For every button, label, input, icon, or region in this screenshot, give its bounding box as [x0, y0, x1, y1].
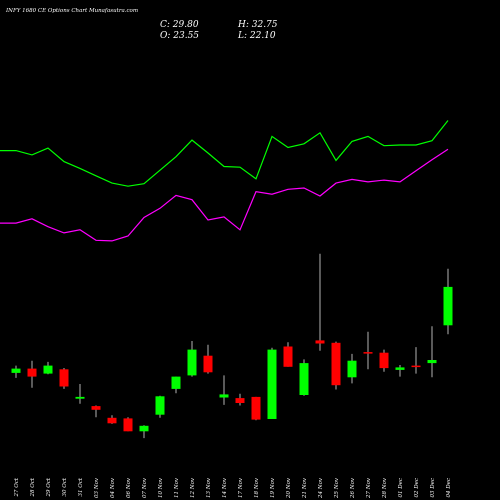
x-tick-label: 18 Nov [254, 477, 260, 498]
candle [299, 359, 309, 396]
candle-body [251, 396, 261, 420]
candle-body [203, 355, 213, 373]
candle [331, 341, 341, 390]
candle [203, 344, 213, 374]
candle [107, 415, 117, 424]
x-tick-label: 06 Nov [126, 477, 132, 498]
candle-body [411, 365, 421, 368]
candle [443, 268, 453, 335]
candle [59, 368, 69, 389]
candle-body [379, 352, 389, 369]
x-tick-label: 27 Oct [14, 477, 20, 497]
x-tick-label: 07 Nov [142, 477, 148, 498]
x-tick-label: 03 Nov [94, 477, 100, 498]
x-tick-label: 13 Nov [206, 477, 212, 498]
low-readout: L: 22.10 [238, 31, 276, 41]
candle [283, 342, 293, 367]
candle-body [59, 369, 69, 387]
candle-body [443, 286, 453, 326]
candle-body [43, 365, 53, 374]
x-tick-label: 31 Oct [78, 477, 84, 496]
candle-body [11, 368, 21, 373]
candle [27, 360, 37, 388]
candles [11, 253, 453, 439]
candle-body [107, 417, 117, 424]
candle [139, 425, 149, 439]
candle [315, 253, 325, 351]
upper-band-line [0, 120, 449, 187]
candle-body [315, 340, 325, 344]
candle-body [267, 349, 277, 419]
open-readout: O: 23.55 [160, 31, 200, 41]
candle [43, 361, 53, 375]
candle-body [155, 396, 165, 415]
candle [411, 347, 421, 374]
candle-body [171, 376, 181, 389]
candle-body [331, 342, 341, 386]
candle [187, 341, 197, 377]
candle-body [219, 394, 229, 398]
x-tick-label: 21 Nov [302, 477, 308, 499]
candle [75, 384, 85, 404]
x-axis-labels: 27 Oct 28 Oct 29 Oct 30 Oct 31 Oct 03 Nov 04 N… [14, 477, 452, 499]
x-tick-label: 26 Nov [350, 477, 356, 499]
candle-body [27, 368, 37, 377]
candle [91, 405, 101, 418]
candle-body [123, 418, 133, 432]
x-tick-label: 03 Dec [430, 478, 436, 498]
candle-body [75, 396, 85, 399]
x-tick-label: 11 Nov [174, 477, 180, 498]
x-tick-label: 29 Oct [46, 477, 52, 497]
candle-body [187, 349, 197, 376]
candle-body [347, 360, 357, 378]
lower-band-line [0, 148, 449, 242]
candle [379, 349, 389, 372]
candle [427, 326, 437, 378]
band-lines [0, 120, 449, 242]
candle-body [235, 398, 245, 403]
candle [171, 376, 181, 394]
candle [155, 395, 165, 418]
candle-body [299, 363, 309, 395]
candle [267, 347, 277, 419]
candle [363, 331, 373, 370]
close-readout: C: 29.80 [160, 20, 199, 30]
x-tick-label: 01 Dec [398, 478, 404, 498]
x-tick-label: 02 Dec [414, 478, 420, 498]
candle-body [427, 360, 437, 364]
x-tick-label: 14 Nov [222, 477, 228, 498]
candle [11, 365, 21, 378]
candle [395, 365, 405, 377]
x-tick-label: 28 Oct [30, 477, 36, 497]
x-tick-label: 27 Nov [366, 477, 372, 499]
candle [219, 375, 229, 405]
x-tick-label: 19 Nov [270, 477, 276, 498]
candle-body [91, 406, 101, 410]
candle [123, 417, 133, 432]
high-readout: H: 32.75 [238, 20, 278, 30]
x-tick-label: 12 Nov [190, 477, 196, 498]
x-tick-label: 30 Oct [62, 477, 68, 496]
candle [235, 393, 245, 406]
x-tick-label: 04 Dec [446, 478, 452, 498]
candle-body [395, 367, 405, 370]
chart-title: INFY 1680 CE Options Chart Munafasutra.c… [6, 8, 139, 14]
x-tick-label: 24 Nov [318, 477, 324, 499]
x-tick-label: 10 Nov [158, 477, 164, 498]
x-tick-label: 25 Nov [334, 477, 340, 499]
candle-body [283, 346, 293, 367]
x-tick-label: 28 Nov [382, 477, 388, 499]
x-tick-label: 17 Nov [238, 477, 244, 498]
candle [347, 353, 357, 384]
x-tick-label: 04 Nov [110, 477, 116, 498]
candle-body [363, 352, 373, 354]
candle-body [139, 425, 149, 432]
candle [251, 396, 261, 421]
x-tick-label: 20 Nov [286, 477, 292, 499]
